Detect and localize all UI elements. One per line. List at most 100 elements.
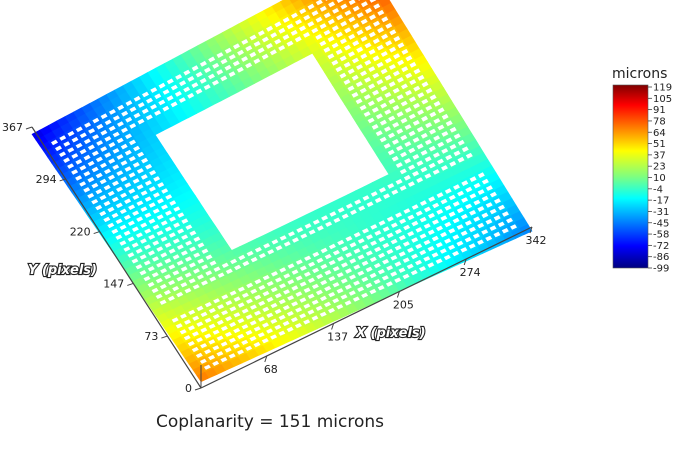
axes-group (31, 126, 533, 389)
bump-pad (349, 258, 357, 264)
bump-pad (340, 20, 348, 27)
bump-pad (184, 272, 192, 278)
bump-pad (388, 98, 396, 105)
bump-pad (282, 305, 290, 311)
bump-pad (421, 115, 429, 122)
bump-pad (332, 298, 340, 304)
bump-pad (382, 242, 390, 249)
bump-pad (376, 79, 384, 85)
y-axis-line (31, 126, 202, 389)
bump-pad (184, 256, 192, 262)
bump-pad (100, 129, 108, 136)
bump-pad (203, 84, 211, 90)
bump-pad (444, 205, 452, 211)
bump-pad (358, 205, 366, 211)
bump-pad (335, 31, 343, 38)
bump-pad (319, 40, 327, 47)
bump-pad (489, 191, 497, 198)
bump-pad (174, 91, 182, 97)
bump-pad (415, 243, 423, 249)
bump-pad (439, 248, 447, 254)
bump-pad (393, 53, 401, 60)
bump-pad (225, 300, 233, 306)
bump-pad (107, 190, 115, 197)
bump-pad (392, 104, 400, 111)
bump-pad (128, 188, 136, 194)
bump-pad (452, 201, 460, 207)
bump-pad (152, 240, 160, 246)
colorbar-tick-label: -86 (653, 252, 669, 263)
bump-pad (485, 185, 493, 191)
bump-pad (398, 234, 406, 241)
y-tick-label: 0 (185, 382, 192, 395)
bump-pad (501, 228, 509, 234)
bump-pad (133, 145, 140, 152)
bump-pad (187, 76, 195, 82)
colorbar-tick-label: 23 (653, 162, 666, 173)
bump-pad (100, 146, 108, 152)
bump-pad (456, 207, 464, 214)
bump-pad (375, 113, 383, 120)
bump-pad (427, 262, 435, 268)
bump-pad (120, 160, 128, 166)
bump-pad (295, 259, 303, 265)
bump-pad (111, 228, 119, 234)
bump-pad (388, 64, 396, 70)
bump-pad (315, 34, 323, 40)
bump-pad (245, 62, 253, 69)
bump-pad (213, 266, 221, 272)
bump-pad (161, 188, 169, 194)
bump-pad (337, 256, 344, 262)
bump-pad (392, 87, 400, 94)
bump-pad (246, 282, 254, 289)
bump-pad (236, 66, 244, 73)
bump-pad (99, 178, 107, 185)
bump-pad (428, 196, 436, 202)
bump-pad (428, 213, 435, 219)
bump-pad (192, 315, 200, 321)
bump-pad (398, 267, 406, 273)
colorbar-title: microns (612, 66, 667, 82)
bump-pad (362, 195, 370, 201)
colorbar-tick-label: -45 (653, 218, 669, 229)
bump-pad (204, 302, 212, 308)
bump-pad (250, 304, 257, 310)
bump-pad (197, 242, 205, 248)
bump-pad (441, 113, 449, 120)
bump-pad (172, 238, 180, 244)
bump-pad (395, 162, 403, 168)
bump-pad (217, 304, 225, 310)
bump-pad (253, 341, 261, 348)
bump-pad (344, 284, 352, 290)
bump-pad (115, 202, 123, 209)
bump-pad (349, 274, 356, 280)
bump-pad (352, 296, 360, 302)
bump-pad (448, 211, 456, 217)
bump-pad (129, 123, 137, 129)
bump-pad (160, 236, 168, 242)
bump-pad (427, 229, 435, 235)
y-tick-label: 294 (36, 173, 57, 186)
bump-pad (405, 55, 413, 62)
bump-pad (429, 94, 437, 101)
bump-pad (396, 94, 404, 100)
bump-pad (148, 202, 156, 208)
bump-pad (393, 35, 401, 42)
bump-pad (493, 215, 501, 221)
bump-pad (140, 206, 148, 212)
bump-pad (287, 295, 295, 301)
bump-pad (444, 238, 452, 244)
bump-pad (432, 169, 440, 175)
bump-pad (360, 18, 368, 25)
bump-pad (428, 145, 436, 152)
bump-pad (407, 214, 415, 221)
bump-pad (166, 78, 174, 85)
bump-pad (420, 149, 428, 156)
bump-pad (104, 168, 111, 175)
bump-pad (355, 81, 363, 87)
bump-pad (262, 275, 270, 281)
bump-pad (332, 8, 340, 14)
bump-pad (410, 269, 418, 276)
bump-pad (365, 7, 372, 14)
bump-pad (372, 38, 380, 44)
